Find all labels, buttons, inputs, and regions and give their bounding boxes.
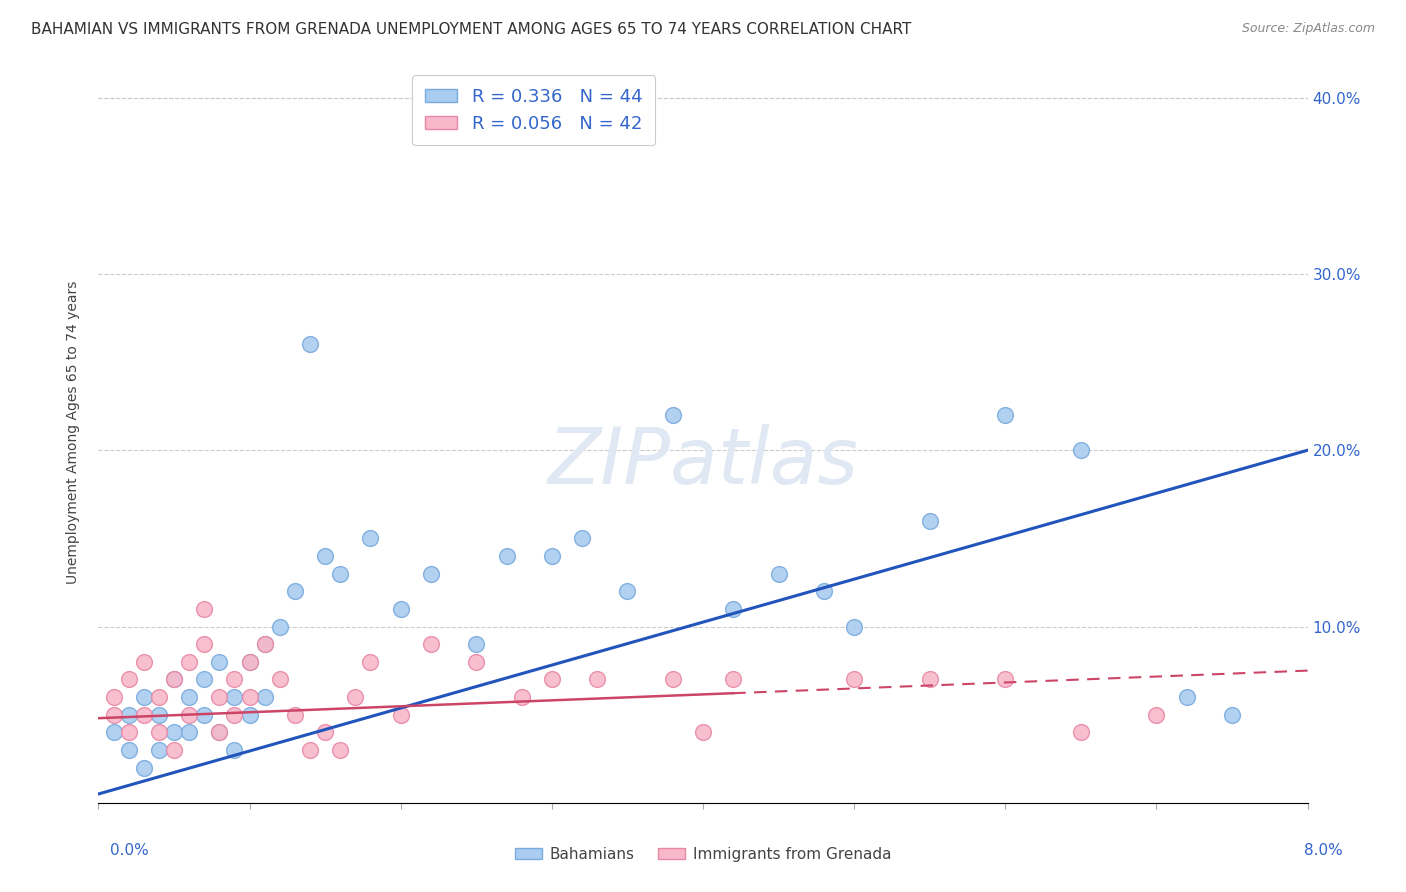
Point [193, 602, 215, 616]
Point [813, 584, 835, 599]
Point [1220, 707, 1243, 722]
Point [208, 725, 231, 739]
Point [148, 743, 170, 757]
Point [253, 690, 276, 704]
Point [239, 655, 262, 669]
Point [1175, 690, 1198, 704]
Point [284, 584, 307, 599]
Text: 0.0%: 0.0% [110, 843, 149, 858]
Point [918, 514, 941, 528]
Point [239, 655, 262, 669]
Text: BAHAMIAN VS IMMIGRANTS FROM GRENADA UNEMPLOYMENT AMONG AGES 65 TO 74 YEARS CORRE: BAHAMIAN VS IMMIGRANTS FROM GRENADA UNEM… [31, 22, 911, 37]
Y-axis label: Unemployment Among Ages 65 to 74 years: Unemployment Among Ages 65 to 74 years [66, 281, 80, 584]
Point [389, 707, 412, 722]
Point [329, 743, 352, 757]
Point [163, 743, 186, 757]
Point [224, 673, 246, 687]
Point [661, 408, 683, 422]
Point [329, 566, 352, 581]
Point [253, 637, 276, 651]
Point [314, 549, 336, 563]
Point [179, 707, 201, 722]
Point [132, 690, 155, 704]
Point [148, 707, 170, 722]
Point [163, 673, 186, 687]
Point [692, 725, 714, 739]
Point [239, 690, 262, 704]
Point [1070, 443, 1092, 458]
Point [118, 673, 141, 687]
Point [193, 637, 215, 651]
Point [420, 637, 443, 651]
Point [360, 532, 382, 546]
Point [661, 673, 683, 687]
Point [540, 549, 562, 563]
Text: 8.0%: 8.0% [1303, 843, 1343, 858]
Point [1070, 725, 1092, 739]
Point [314, 725, 336, 739]
Point [193, 673, 215, 687]
Point [179, 690, 201, 704]
Point [148, 690, 170, 704]
Point [994, 673, 1017, 687]
Point [208, 690, 231, 704]
Point [299, 743, 322, 757]
Point [299, 337, 322, 351]
Point [148, 725, 170, 739]
Point [571, 532, 593, 546]
Text: ZIPatlas: ZIPatlas [547, 425, 859, 500]
Point [616, 584, 638, 599]
Point [586, 673, 609, 687]
Point [179, 725, 201, 739]
Point [224, 690, 246, 704]
Point [208, 655, 231, 669]
Point [723, 602, 745, 616]
Point [510, 690, 533, 704]
Point [344, 690, 367, 704]
Point [103, 707, 125, 722]
Point [465, 637, 488, 651]
Point [768, 566, 790, 581]
Point [844, 673, 866, 687]
Point [284, 707, 307, 722]
Point [118, 707, 141, 722]
Point [239, 707, 262, 722]
Point [495, 549, 517, 563]
Point [253, 637, 276, 651]
Point [465, 655, 488, 669]
Point [269, 673, 291, 687]
Point [224, 743, 246, 757]
Point [132, 760, 155, 774]
Point [540, 673, 562, 687]
Point [918, 673, 941, 687]
Point [118, 725, 141, 739]
Legend: R = 0.336   N = 44, R = 0.056   N = 42: R = 0.336 N = 44, R = 0.056 N = 42 [412, 75, 655, 145]
Point [420, 566, 443, 581]
Point [132, 707, 155, 722]
Point [723, 673, 745, 687]
Point [208, 725, 231, 739]
Point [224, 707, 246, 722]
Point [163, 673, 186, 687]
Point [103, 725, 125, 739]
Point [118, 743, 141, 757]
Point [179, 655, 201, 669]
Point [193, 707, 215, 722]
Point [163, 725, 186, 739]
Point [389, 602, 412, 616]
Text: Source: ZipAtlas.com: Source: ZipAtlas.com [1241, 22, 1375, 36]
Point [103, 690, 125, 704]
Point [844, 619, 866, 633]
Point [269, 619, 291, 633]
Point [360, 655, 382, 669]
Point [132, 655, 155, 669]
Point [1146, 707, 1168, 722]
Legend: Bahamians, Immigrants from Grenada: Bahamians, Immigrants from Grenada [509, 841, 897, 868]
Point [994, 408, 1017, 422]
